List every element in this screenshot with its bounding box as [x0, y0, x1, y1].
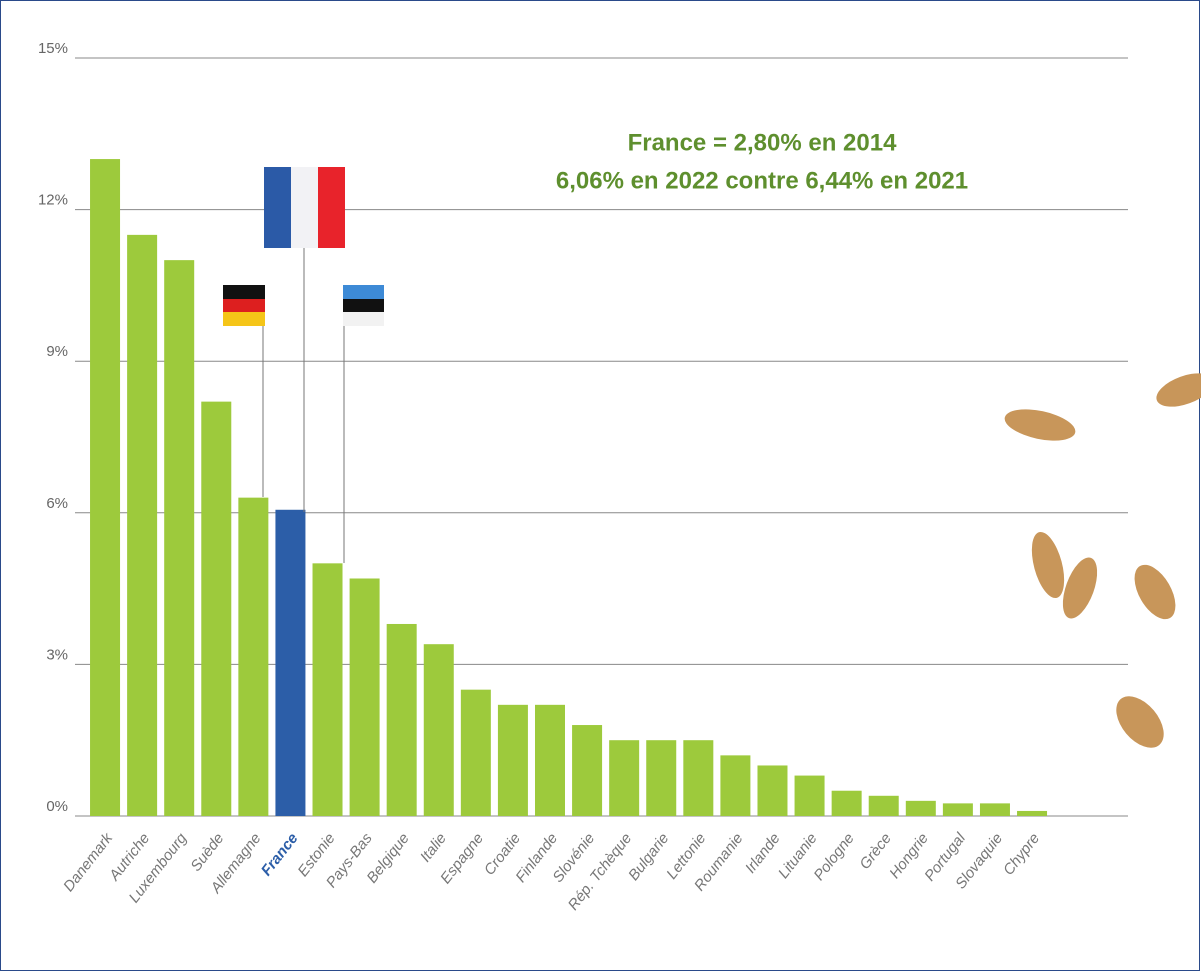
bar [238, 497, 269, 816]
y-tick-label: 0% [46, 798, 68, 815]
bar [1017, 810, 1048, 816]
bar [90, 159, 121, 817]
bar [127, 234, 158, 816]
annotation: France = 2,80% en 2014 [628, 129, 897, 156]
bar [683, 740, 714, 816]
bar [386, 623, 417, 816]
bar [794, 775, 825, 816]
bar [164, 260, 195, 817]
bar [460, 689, 491, 816]
bar [349, 578, 380, 816]
bar [423, 644, 454, 816]
y-tick-label: 6% [46, 495, 68, 512]
bar [572, 725, 603, 816]
bar [275, 509, 306, 816]
flag-lines [262, 248, 345, 563]
bar [757, 765, 788, 816]
bar [312, 563, 343, 816]
bar [646, 740, 677, 816]
bar [535, 704, 565, 816]
bar [905, 800, 936, 816]
flag-estonia [343, 285, 384, 326]
bar [868, 795, 899, 816]
bar [831, 790, 862, 816]
y-tick-label: 12% [38, 192, 68, 209]
bar [497, 704, 528, 816]
bar [720, 755, 751, 816]
wheat-decoration [1004, 373, 1201, 748]
annotation: 6,06% en 2022 contre 6,44% en 2021 [556, 167, 968, 194]
y-tick-label: 9% [46, 343, 68, 360]
bar [942, 803, 973, 816]
y-tick-label: 15% [38, 40, 68, 57]
flag-germany [223, 285, 265, 326]
bar [979, 803, 1010, 816]
flag-france [264, 167, 345, 248]
y-tick-label: 3% [46, 646, 68, 663]
bar [609, 740, 640, 816]
bar [201, 401, 232, 816]
